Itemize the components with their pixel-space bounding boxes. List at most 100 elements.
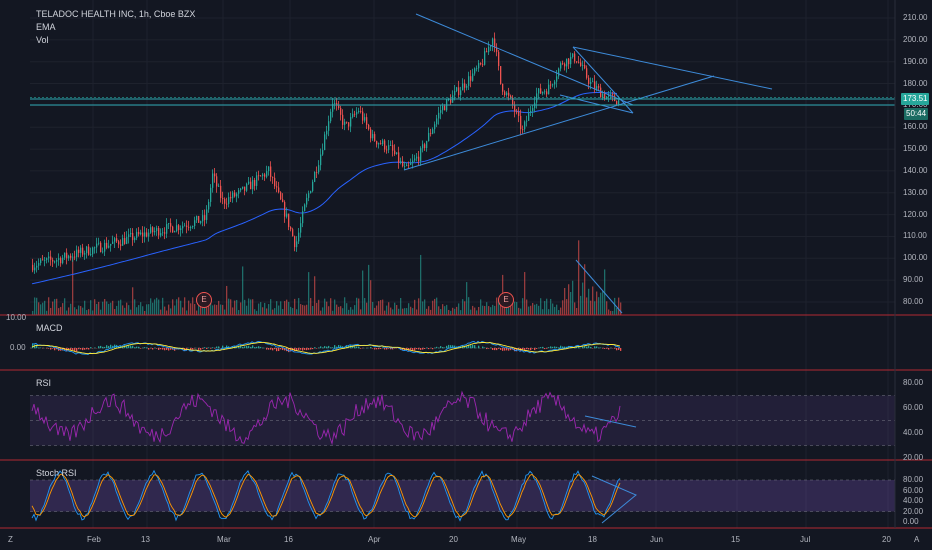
trendline[interactable] (575, 259, 623, 314)
candle (228, 192, 230, 208)
candle (548, 79, 550, 95)
pane-dividers[interactable] (0, 0, 932, 529)
price-tick: 130.00 (903, 187, 928, 197)
volume-bar (448, 309, 450, 315)
candle (498, 50, 500, 71)
candle (526, 115, 528, 127)
volume-bar (164, 306, 166, 315)
stoch-tick: 40.00 (903, 496, 924, 505)
macd-histogram-bar (574, 347, 576, 349)
volume-bar (384, 310, 386, 315)
trendlines[interactable] (30, 13, 895, 314)
volume-bar (138, 305, 140, 315)
stoch-triangle[interactable] (591, 475, 637, 524)
candle (360, 105, 362, 114)
candle (240, 187, 242, 193)
volume-bar (196, 310, 198, 315)
vol-legend[interactable]: Vol (36, 35, 49, 45)
volume-bar (390, 307, 392, 315)
candle (466, 83, 468, 91)
macd-histogram-bar (232, 346, 234, 349)
rsi-tick: 40.00 (903, 428, 924, 437)
macd-histogram-bar (168, 348, 170, 351)
candle (540, 83, 542, 95)
volume-bar (560, 307, 562, 315)
macd-histogram-bar (440, 346, 442, 349)
volume-bar (432, 300, 434, 315)
volume-bar (376, 305, 378, 315)
trendline[interactable] (572, 46, 634, 114)
volume-bar (472, 305, 474, 315)
symbol-title[interactable]: TELADOC HEALTH INC, 1h, Cboe BZX (36, 9, 196, 19)
trendline[interactable] (559, 94, 634, 114)
candle (386, 145, 388, 154)
macd-histogram-bar (542, 346, 544, 349)
trendline[interactable] (572, 46, 773, 90)
ema-legend[interactable]: EMA (36, 22, 56, 32)
macd-histogram-bar (436, 346, 438, 349)
rsi-pane[interactable] (30, 390, 895, 446)
volume-bar (532, 302, 534, 315)
stoch-d-line (31, 473, 621, 518)
earnings-marker-icon[interactable]: E (498, 292, 514, 308)
volume-bar (358, 298, 360, 315)
macd-histogram-bar (248, 345, 250, 349)
trendline[interactable] (415, 13, 634, 106)
macd-histogram-bar (464, 345, 466, 349)
price-candles[interactable] (32, 32, 620, 274)
volume-bar (514, 301, 516, 315)
candle (490, 45, 492, 51)
volume-bar (412, 308, 414, 315)
macd-histogram-bar (40, 347, 42, 349)
stoch-tick: 80.00 (903, 475, 924, 484)
macd-histogram-bar (112, 345, 114, 349)
volume-bar (386, 305, 388, 315)
rsi-label[interactable]: RSI (36, 378, 52, 388)
earnings-marker-icon[interactable]: E (196, 292, 212, 308)
macd-histogram-bar (606, 348, 608, 349)
volume-bar (248, 298, 250, 315)
volume-bar (210, 299, 212, 315)
volume-bar (522, 298, 524, 315)
stoch-rsi-label[interactable]: Stoch RSI (36, 468, 77, 478)
volume-bar (60, 306, 62, 315)
candle (86, 245, 88, 259)
macd-label[interactable]: MACD (36, 323, 63, 333)
zoom-icon[interactable]: Z (8, 535, 13, 544)
candle (126, 231, 128, 245)
macd-histogram-bar (558, 347, 560, 349)
volume-bar (344, 297, 346, 315)
rsi-line (31, 390, 621, 446)
candle (64, 252, 66, 261)
stoch-rsi-pane[interactable] (30, 469, 895, 524)
trendline[interactable] (403, 75, 715, 171)
macd-pane[interactable] (30, 340, 622, 355)
candle (220, 180, 222, 203)
volume-bar (176, 299, 178, 315)
macd-histogram-bar (250, 346, 252, 349)
volume-bar (380, 300, 382, 315)
macd-histogram-bar (62, 348, 64, 351)
macd-histogram-bar (500, 348, 502, 350)
candle (170, 218, 172, 233)
volume-bar (368, 264, 370, 315)
candle (492, 37, 494, 52)
rsi-trendline[interactable] (584, 415, 637, 428)
volume-bar (552, 303, 554, 315)
volume-bar (586, 297, 588, 315)
candle (52, 257, 54, 268)
volume-bar (516, 302, 518, 315)
volume-bar (224, 309, 226, 315)
volume-bar (240, 302, 242, 315)
macd-histogram-bar (570, 346, 572, 349)
volume-bar (332, 310, 334, 315)
volume-bar (438, 306, 440, 315)
candle (104, 239, 106, 257)
volume-bar (600, 292, 602, 315)
auto-scale-icon[interactable]: A (914, 535, 920, 544)
macd-histogram-bar (448, 344, 450, 349)
volume-bar (354, 305, 356, 315)
candle (432, 127, 434, 135)
volume-bar (218, 300, 220, 315)
